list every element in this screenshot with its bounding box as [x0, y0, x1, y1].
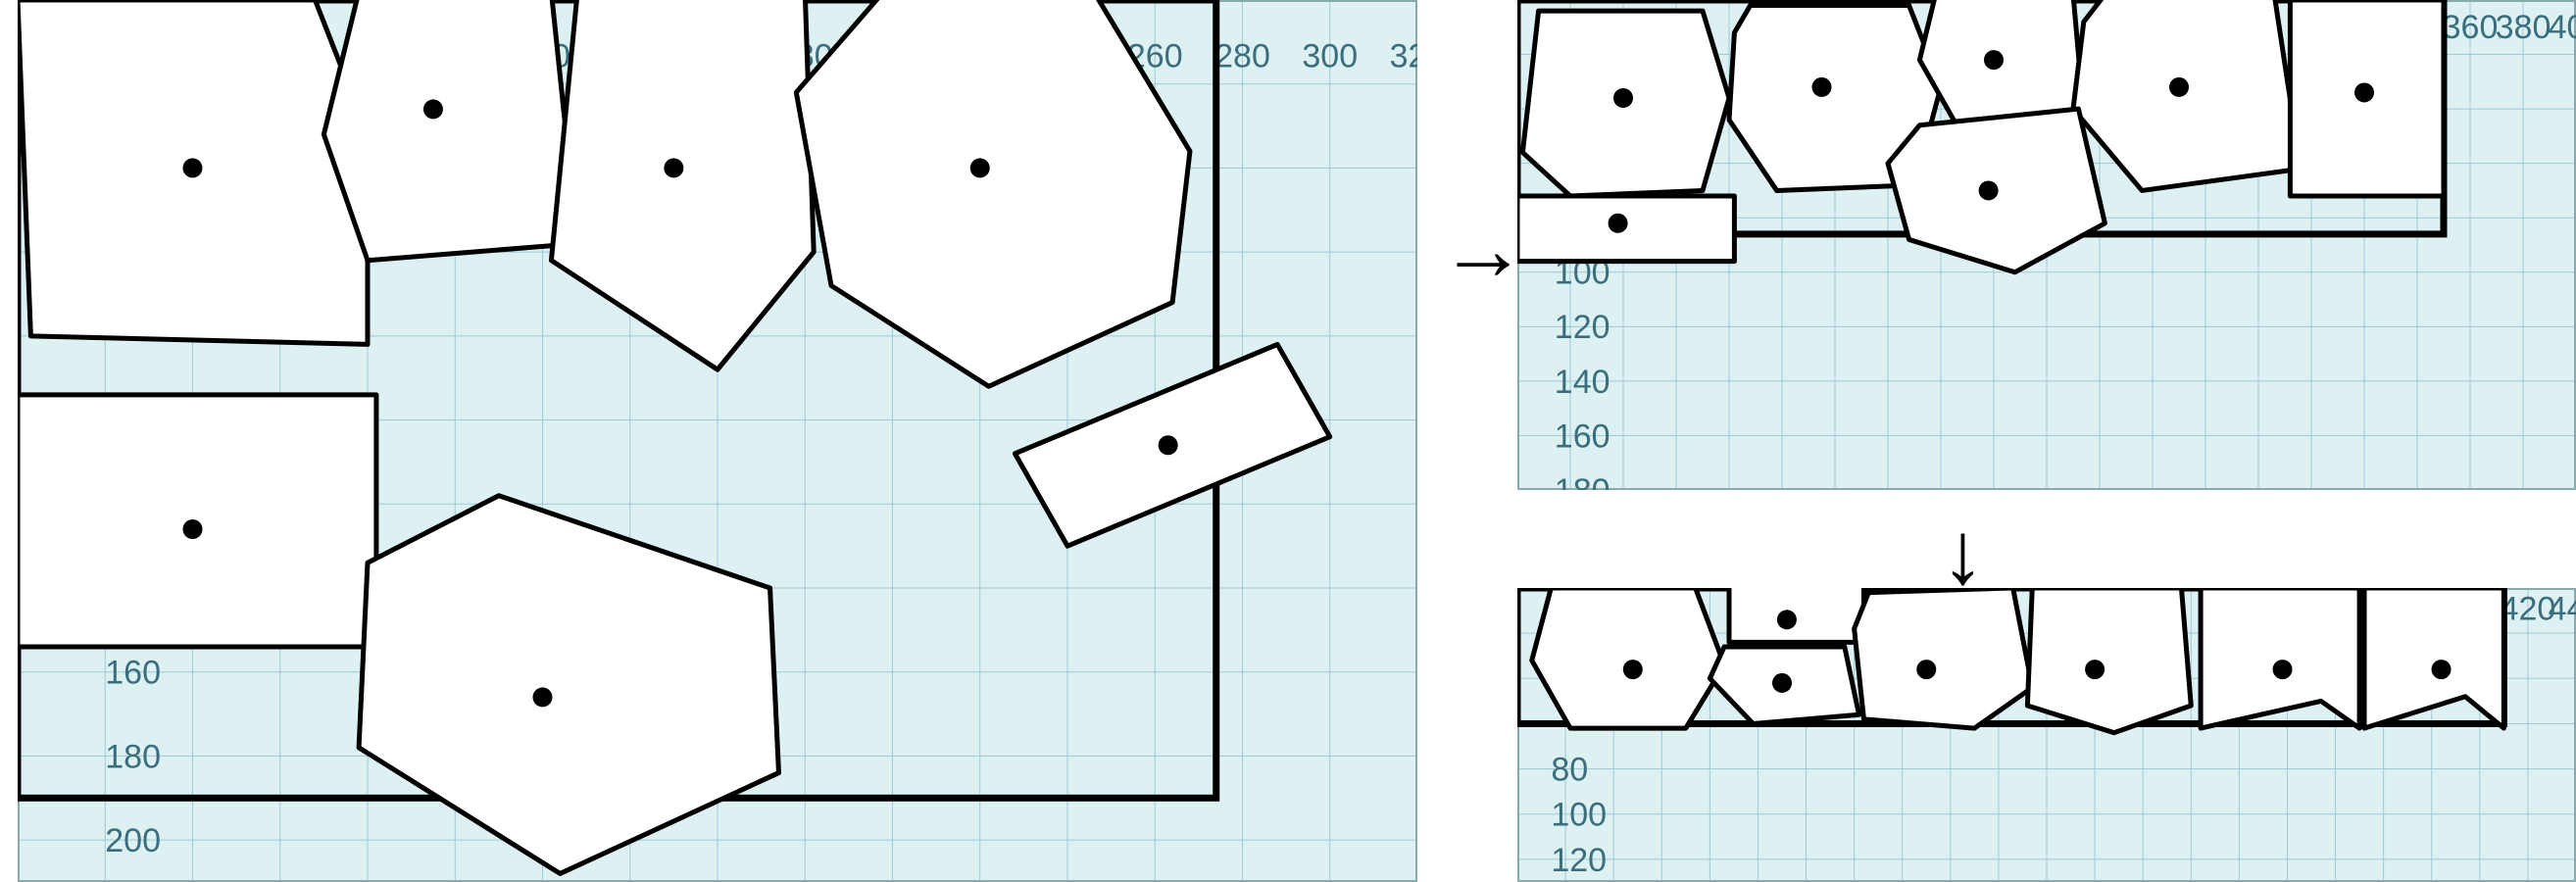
- shape-centroid-dot: [1623, 660, 1643, 679]
- arrow-down-icon: ↓: [1941, 510, 1985, 598]
- y-axis-label: 160: [1555, 417, 1610, 455]
- x-axis-label: 440: [2549, 590, 2576, 627]
- x-axis-label: 300: [1302, 38, 1358, 75]
- shape-centroid-dot: [2432, 660, 2452, 679]
- shape-centroid-dot: [1772, 673, 1792, 693]
- shape-centroid-dot: [1609, 214, 1628, 233]
- panel-bottom-right: 42044080100120: [1517, 588, 2576, 882]
- shape-centroid-dot: [423, 99, 443, 119]
- shape-centroid-dot: [1613, 88, 1633, 108]
- shape-centroid-dot: [183, 519, 203, 539]
- y-axis-label: 100: [1551, 797, 1607, 834]
- shape-centroid-dot: [2085, 660, 2105, 679]
- shape-centroid-dot: [1159, 435, 1178, 455]
- shape-centroid-dot: [2354, 82, 2374, 102]
- shape-centroid-dot: [533, 687, 553, 707]
- shape-centroid-dot: [183, 158, 203, 177]
- shape-3: [1855, 588, 2033, 728]
- shape-4: [2027, 588, 2191, 733]
- panel-top-right: 360380400100120140160180: [1517, 0, 2576, 490]
- x-axis-label: 400: [2549, 9, 2576, 46]
- shape-centroid-dot: [970, 158, 990, 177]
- shape-centroid-dot: [1984, 50, 2004, 70]
- shape-centroid-dot: [664, 158, 683, 177]
- y-axis-label: 120: [1551, 842, 1607, 879]
- x-axis-label: 320: [1390, 38, 1417, 75]
- x-axis-label: 380: [2496, 9, 2551, 46]
- shape-centroid-dot: [1916, 660, 1936, 679]
- shape-centroid-dot: [1979, 180, 1999, 200]
- y-axis-label: 80: [1551, 752, 1588, 789]
- y-axis-label: 180: [105, 738, 161, 775]
- panel-left: 6080100120140160180200220240260280300320…: [18, 0, 1417, 882]
- x-axis-label: 280: [1214, 38, 1270, 75]
- shape-1: [323, 0, 577, 261]
- shape-6: [2364, 588, 2503, 728]
- shape-0: [1532, 588, 1724, 728]
- y-axis-label: 120: [1555, 309, 1610, 346]
- arrow-right-icon: →: [1439, 206, 1527, 294]
- shape-5: [2201, 588, 2359, 728]
- y-axis-label: 180: [1555, 472, 1610, 490]
- shape-centroid-dot: [2273, 660, 2293, 679]
- shape-centroid-dot: [1777, 610, 1797, 629]
- shape-centroid-dot: [2169, 77, 2189, 97]
- y-axis-label: 140: [1555, 364, 1610, 401]
- y-axis-label: 160: [105, 655, 161, 692]
- diagram-stage: 6080100120140160180200220240260280300320…: [0, 0, 2576, 882]
- shape-centroid-dot: [1812, 77, 1832, 97]
- x-axis-label: 360: [2443, 9, 2499, 46]
- y-axis-label: 200: [105, 822, 161, 859]
- shape-1: [1729, 588, 1863, 642]
